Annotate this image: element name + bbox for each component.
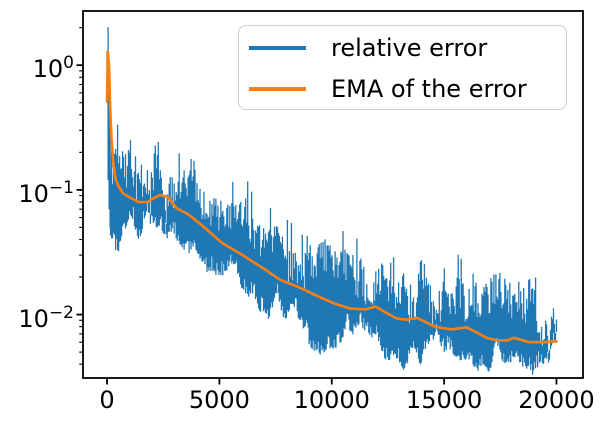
x-tick-label: 0 (99, 386, 115, 414)
series-ema-line (105, 50, 558, 344)
y-tick-label: 100 (32, 53, 74, 84)
x-tick-label: 10000 (293, 386, 370, 414)
legend-item-relative-error: relative error (239, 31, 487, 65)
legend-item-label: relative error (331, 34, 488, 62)
x-tick-label: 20000 (518, 386, 595, 414)
legend-line-sample-orange (249, 87, 306, 91)
y-tick-label: 10−2 (18, 302, 74, 333)
y-tick-label: 10−1 (18, 177, 74, 208)
legend-line-sample-blue (249, 46, 306, 50)
legend-item-label: EMA of the error (331, 75, 527, 103)
x-tick-label: 5000 (188, 386, 250, 414)
axes-frame (82, 10, 584, 379)
x-tick-label: 15000 (405, 386, 483, 414)
legend: relative error EMA of the error (238, 25, 567, 110)
legend-item-ema: EMA of the error (239, 72, 527, 106)
